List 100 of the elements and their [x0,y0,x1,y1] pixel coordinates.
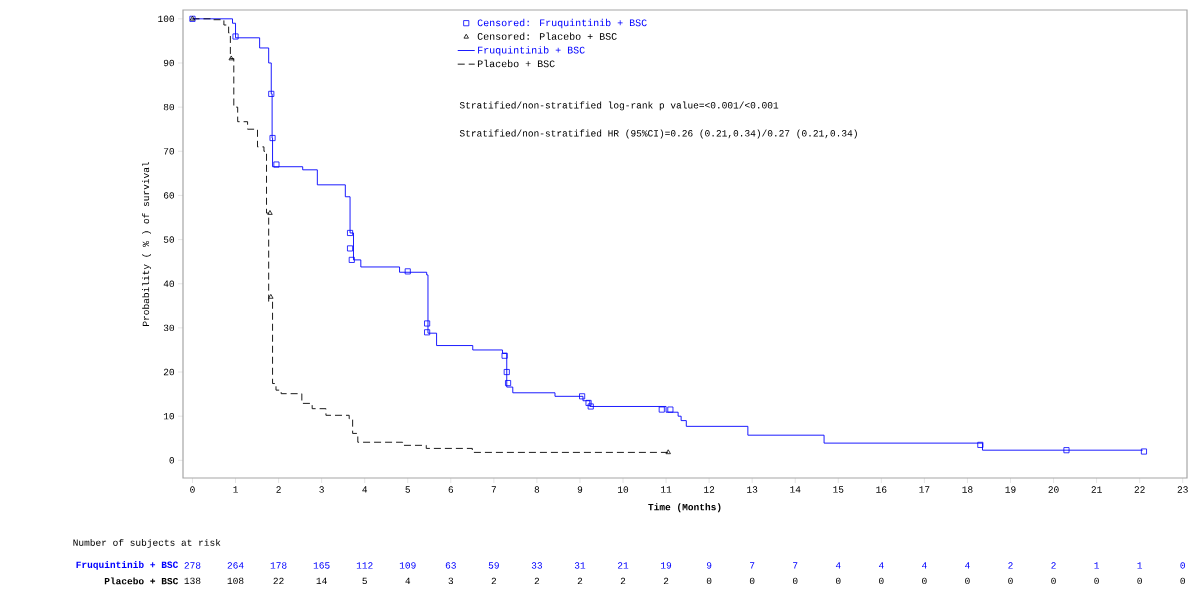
text: 63 [445,562,456,569]
point [273,161,280,168]
text: 7 [793,562,798,569]
text: 19 [661,562,672,569]
text: 112 [356,562,373,569]
point [1140,448,1147,455]
point [503,369,510,376]
x-tick-label: 13 [747,486,758,493]
x-tick-label: 12 [704,486,715,493]
point [587,403,594,410]
text: 33 [531,562,542,569]
legend-label: Placebo + BSC [477,59,555,68]
y-tick-label: 70 [163,148,175,155]
text: 3 [448,577,454,585]
text: 108 [227,577,244,585]
text: 178 [270,562,287,569]
point [667,406,674,413]
x-tick-label: 6 [448,486,454,493]
point [585,399,592,406]
x-tick-label: 8 [534,486,540,493]
point [347,229,354,236]
text: 31 [574,562,586,569]
text: 0 [1051,577,1056,585]
text: Number of subjects at risk [73,538,221,548]
y-tick-label: 100 [158,15,175,23]
x-tick-label: 7 [491,486,496,493]
text: 4 [922,562,927,569]
point [232,33,239,40]
text: 7 [750,562,755,569]
point [424,329,431,336]
text: 4 [965,562,970,569]
point [268,293,274,299]
text: Fruquintinib + BSC [76,560,179,570]
legend-label: Fruquintinib + BSC [478,46,585,56]
x-tick-label: 0 [190,486,195,493]
text: 2 [1008,562,1013,569]
point [348,256,355,263]
text: 0 [1180,562,1185,569]
text: Placebo + BSC [104,577,179,585]
text: 264 [227,562,244,569]
text: 0 [749,577,755,585]
text: 2 [1051,562,1056,569]
x-tick-label: 18 [962,486,973,493]
text: 21 [617,562,629,569]
point [424,320,431,327]
x-tick-label: 9 [577,486,583,493]
text: 0 [836,577,841,585]
text: 0 [922,577,927,585]
point [404,268,411,275]
text: 0 [965,577,970,585]
text: 165 [313,562,330,569]
text: 0 [1008,577,1013,585]
text: 2 [620,577,626,585]
text: 109 [399,562,416,569]
x-tick-label: 15 [833,486,844,493]
text: 4 [405,577,411,584]
text: 2 [663,577,669,585]
text: 22 [273,577,284,585]
y-tick-label: 90 [163,59,175,67]
legend-label: Censored: Placebo + BSC [477,32,617,40]
point [977,441,984,448]
point [579,393,586,400]
text: 2 [534,577,540,585]
y-tick-label: 50 [163,236,175,243]
y-tick-label: 40 [163,280,175,287]
x-tick-label: 17 [919,486,930,493]
text: 0 [1180,577,1185,585]
x-tick-label: 20 [1048,486,1059,493]
annotation: Stratified/non-stratified log-rank p value=<0.001/<0.001 [459,101,779,111]
text: 59 [488,562,499,569]
annotation: Stratified/non-stratified HR (95%CI)=0.26 (0.21,0.34)/0.27 (0.21,0.34) [459,129,857,139]
text: 0 [792,577,798,585]
text: 5 [362,577,367,585]
point [267,210,273,215]
x-tick-label: 21 [1091,486,1102,493]
text: 0 [879,577,884,585]
y-tick-label: 80 [163,103,175,111]
y-tick-label: 10 [163,412,175,420]
y-axis-title: Probability ( % ) of survival [142,161,151,326]
text: 1 [1094,562,1099,569]
point [269,135,276,142]
point [1063,447,1070,454]
x-tick-label: 10 [617,486,629,493]
y-tick-label: 60 [163,192,175,199]
x-tick-label: 3 [319,486,324,493]
x-tick-label: 11 [661,486,672,493]
x-tick-label: 4 [362,486,368,493]
text: 4 [878,562,884,569]
point [268,90,275,97]
text: 2 [577,577,583,585]
text: 2 [491,577,497,585]
point [501,352,508,359]
text: 0 [1094,577,1099,585]
x-tick-label: 14 [790,486,801,493]
x-tick-label: 2 [276,486,281,493]
x-tick-label: 1 [233,486,238,493]
text: 9 [706,562,712,569]
x-tick-label: 23 [1177,486,1188,493]
x-tick-label: 16 [876,486,887,493]
y-tick-label: 20 [163,368,175,376]
